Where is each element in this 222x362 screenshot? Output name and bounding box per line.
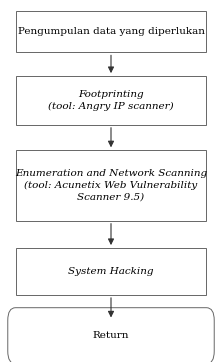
Text: Footprinting
(tool: Angry IP scanner): Footprinting (tool: Angry IP scanner) [48, 90, 174, 111]
FancyBboxPatch shape [16, 11, 206, 52]
FancyBboxPatch shape [16, 76, 206, 125]
FancyBboxPatch shape [16, 248, 206, 295]
FancyBboxPatch shape [8, 308, 214, 362]
Text: Pengumpulan data yang diperlukan: Pengumpulan data yang diperlukan [18, 27, 204, 36]
Text: Enumeration and Network Scanning
(tool: Acunetix Web Vulnerability
Scanner 9.5): Enumeration and Network Scanning (tool: … [15, 169, 207, 202]
Text: System Hacking: System Hacking [68, 267, 154, 276]
FancyBboxPatch shape [16, 150, 206, 221]
Text: Return: Return [93, 331, 129, 340]
